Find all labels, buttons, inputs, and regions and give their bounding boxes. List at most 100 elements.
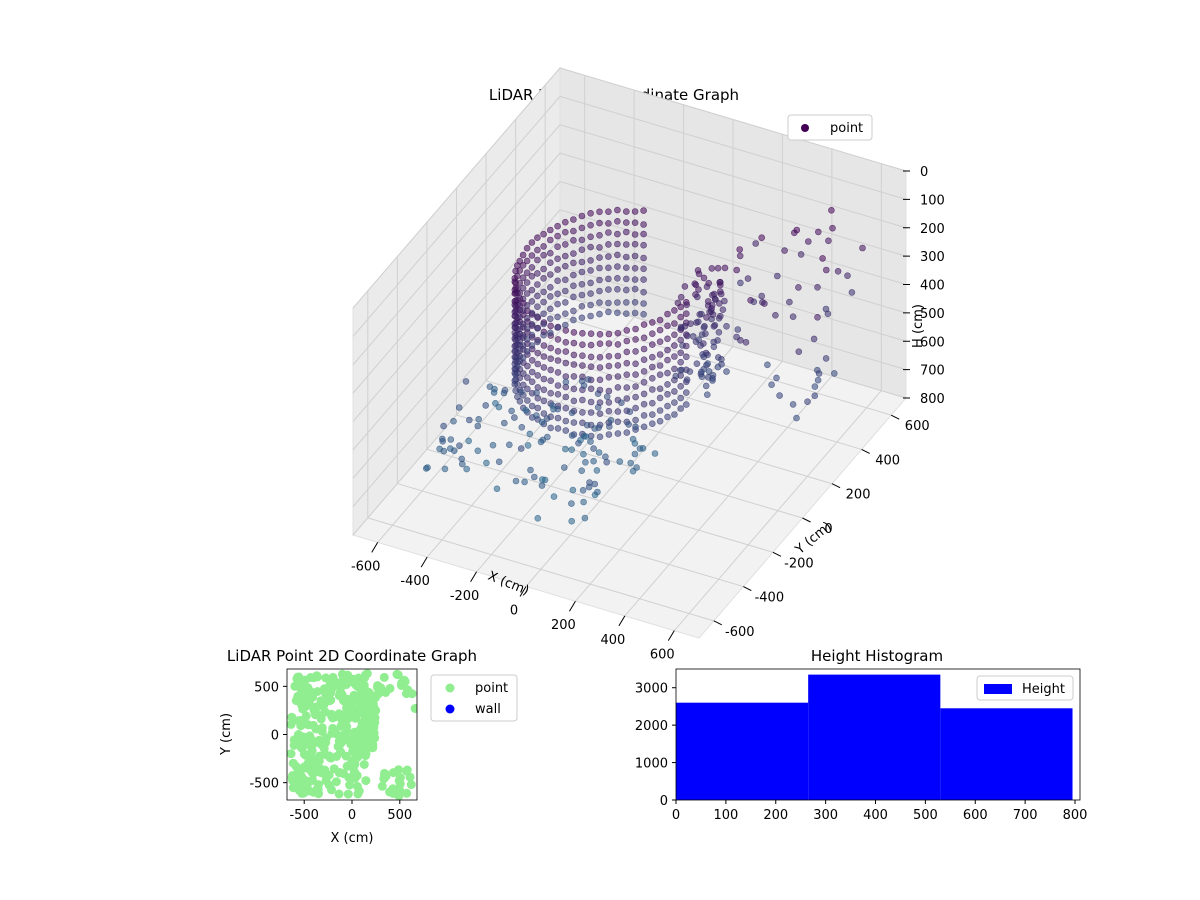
point-3d	[554, 357, 562, 364]
point-3d	[562, 393, 570, 401]
point-3d	[590, 445, 597, 452]
point-3d	[595, 449, 603, 456]
point-3d	[570, 250, 577, 257]
point-3d	[438, 435, 446, 443]
point-3d	[570, 271, 577, 279]
point-3d	[554, 425, 562, 432]
point-3d	[622, 208, 630, 215]
grid-line	[352, 96, 561, 337]
point-3d	[534, 281, 541, 288]
point-2d	[361, 776, 371, 786]
point-3d	[605, 387, 613, 395]
point-3d	[664, 356, 671, 364]
point-3d	[640, 321, 648, 328]
point-3d	[822, 266, 830, 274]
z-tick-label: 100	[920, 193, 945, 208]
point-3d	[596, 433, 604, 441]
point-2d	[297, 732, 307, 742]
point-3d	[614, 230, 621, 238]
point-3d	[513, 296, 521, 304]
point-3d	[587, 257, 594, 264]
x-tick-mark	[568, 600, 576, 612]
point-3d	[534, 303, 541, 311]
x-tick-mark	[371, 542, 379, 553]
point-2d	[407, 689, 417, 699]
point-3d	[822, 305, 830, 313]
point-3d	[679, 342, 686, 349]
point-3d	[570, 237, 577, 244]
point-3d	[534, 360, 542, 368]
point-3d	[683, 376, 691, 384]
point-3d	[682, 353, 690, 361]
point-3d	[640, 254, 647, 262]
point-3d	[587, 210, 594, 217]
point-2d	[394, 765, 404, 775]
x-tick-mark	[618, 615, 626, 627]
point-3d	[578, 258, 586, 266]
point-3d	[513, 308, 521, 315]
point-2d	[330, 712, 340, 722]
point-3d	[534, 270, 541, 277]
point-3d	[528, 356, 536, 364]
point-2d	[359, 727, 369, 737]
point-3d	[614, 251, 621, 259]
point-3d	[587, 312, 594, 320]
point-3d	[677, 382, 685, 390]
point-3d	[591, 491, 599, 499]
point-3d	[534, 349, 542, 357]
point-3d	[664, 413, 671, 421]
point-3d	[513, 363, 521, 370]
point-3d	[508, 407, 515, 415]
hist-y-tick-label: 3000	[635, 682, 668, 697]
point-3d	[578, 302, 586, 310]
point-3d	[758, 234, 766, 241]
point-3d	[458, 455, 466, 463]
point-3d	[528, 342, 536, 349]
point-3d	[640, 221, 647, 228]
point-3d	[546, 293, 554, 300]
point-3d	[554, 390, 562, 398]
point-3d	[648, 420, 656, 428]
point-3d	[622, 241, 630, 248]
y-2d-tick-label: 0	[271, 729, 279, 744]
z-tick-label: 600	[920, 335, 945, 350]
point-3d	[700, 353, 708, 361]
point-3d	[521, 478, 528, 486]
point-3d	[773, 374, 780, 382]
point-3d	[811, 383, 819, 390]
point-3d	[640, 310, 647, 318]
point-2d	[297, 788, 307, 798]
point-3d	[811, 392, 819, 400]
point-3d	[671, 331, 678, 339]
point-2d	[316, 714, 326, 724]
point-3d	[614, 309, 621, 317]
point-3d	[773, 272, 781, 280]
point-3d	[605, 407, 613, 415]
point-3d	[570, 339, 578, 347]
point-3d	[605, 299, 612, 307]
point-3d	[579, 362, 586, 369]
point-3d	[648, 399, 656, 407]
point-3d	[519, 307, 527, 314]
legend-2d: point wall	[430, 674, 518, 722]
point-3d	[682, 401, 690, 408]
point-3d	[622, 310, 630, 318]
point-3d	[623, 384, 631, 391]
point-3d	[511, 414, 518, 421]
point-3d	[814, 228, 822, 236]
point-3d	[534, 514, 542, 522]
point-3d	[715, 314, 723, 322]
hist-x-tick-label: 300	[813, 808, 838, 823]
point-3d	[694, 318, 702, 326]
point-3d	[512, 371, 519, 378]
histogram-ticks: 0 100 200 300 400 500 600 700 800 0 1000 2000 3000	[635, 682, 1088, 823]
point-3d	[640, 276, 647, 283]
point-3d	[587, 243, 594, 251]
point-3d	[587, 279, 594, 287]
point-3d	[554, 222, 561, 230]
point-2d	[296, 689, 306, 699]
point-3d	[710, 343, 718, 351]
point-3d	[570, 385, 578, 393]
point-3d	[614, 408, 622, 415]
point-3d	[570, 307, 577, 315]
